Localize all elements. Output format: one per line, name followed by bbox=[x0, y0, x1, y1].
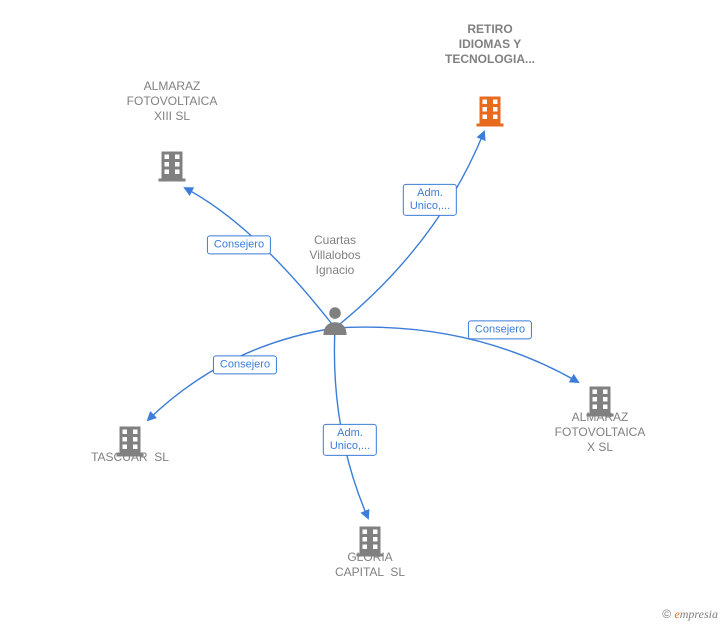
building-icon bbox=[154, 147, 190, 183]
person-icon bbox=[321, 305, 349, 335]
node-company-gloria[interactable]: GLORIA CAPITAL SL bbox=[300, 522, 440, 558]
node-company-tascuar[interactable]: TASCUAR SL bbox=[60, 422, 200, 458]
node-company-almaraz-xiii[interactable]: ALMARAZ FOTOVOLTAICA XIII SL bbox=[102, 147, 242, 183]
edge-label: Adm. Unico,... bbox=[323, 424, 377, 456]
edge-path bbox=[335, 327, 578, 382]
node-company-retiro[interactable]: RETIRO IDIOMAS Y TECNOLOGIA... bbox=[420, 92, 560, 128]
edge-label: Consejero bbox=[207, 235, 271, 254]
node-label: RETIRO IDIOMAS Y TECNOLOGIA... bbox=[420, 22, 560, 67]
node-label: ALMARAZ FOTOVOLTAICA XIII SL bbox=[102, 79, 242, 124]
edge-label: Adm. Unico,... bbox=[403, 184, 457, 216]
building-icon bbox=[472, 92, 508, 128]
node-label: TASCUAR SL bbox=[60, 450, 200, 465]
node-label: Cuartas Villalobos Ignacio bbox=[275, 233, 395, 278]
node-label: ALMARAZ FOTOVOLTAICA X SL bbox=[530, 410, 670, 455]
edge-label: Consejero bbox=[468, 320, 532, 339]
node-company-almaraz-x[interactable]: ALMARAZ FOTOVOLTAICA X SL bbox=[530, 382, 670, 418]
node-label: GLORIA CAPITAL SL bbox=[300, 550, 440, 580]
node-person-center[interactable]: Cuartas Villalobos Ignacio bbox=[275, 305, 395, 335]
edge-path bbox=[335, 132, 484, 328]
brand-logo-rest: mpresia bbox=[680, 607, 718, 621]
diagram-canvas: Cuartas Villalobos Ignacio RETIRO IDIOMA… bbox=[0, 0, 728, 630]
footer-copyright: © empresia bbox=[662, 607, 718, 622]
edge-label: Consejero bbox=[213, 355, 277, 374]
copyright-symbol: © bbox=[662, 607, 671, 621]
